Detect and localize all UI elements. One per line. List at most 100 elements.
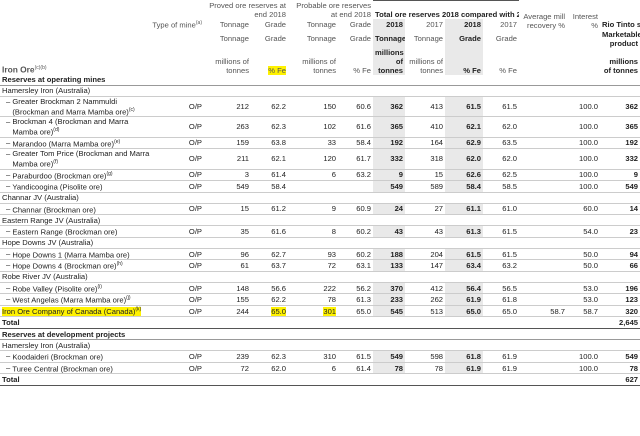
cell-share: 332 <box>600 148 640 170</box>
cell-bg: 58.4 <box>338 137 374 150</box>
cell-type: O/P <box>150 203 204 216</box>
header-recovery: Average mill recovery % <box>523 11 566 30</box>
cell-rec: 58.7 <box>519 305 568 318</box>
cell-pg: 62.7 <box>251 248 289 261</box>
group-name: Hope Downs JV (Australia) <box>0 237 640 249</box>
cell-t18: 192 <box>373 137 406 150</box>
mine-name: – Hope Downs 1 (Marra Mamba ore) <box>0 248 150 261</box>
cell-type: O/P <box>150 96 204 118</box>
cell-t18: 78 <box>373 362 406 375</box>
header-grade-label: Grade <box>264 34 287 43</box>
section-title: Reserves at operating mines <box>0 74 640 86</box>
cell-g17: 61.9 <box>483 350 520 363</box>
group-row: Eastern Range JV (Australia) <box>0 214 640 227</box>
cell-g18: 65.0 <box>445 305 484 318</box>
cell-pg: 62.2 <box>251 293 289 306</box>
table-row: – Eastern Range (Brockman ore) O/P 35 61.6 8… <box>0 225 640 238</box>
table-row: – Greater Brockman 2 Nammuldi (Brockman … <box>0 96 640 118</box>
cell-g17: 58.5 <box>483 180 520 193</box>
header-probable-grade: Grade <box>349 19 372 29</box>
cell-rec <box>519 137 568 150</box>
group-row: Channar JV (Australia) <box>0 192 640 204</box>
table-row: – Hope Downs 4 (Brockman ore)(h) O/P 61 63.… <box>0 259 640 272</box>
cell-rec <box>519 350 568 363</box>
cell-pg: 62.3 <box>251 116 289 138</box>
iron-ore-title: Iron Ore(c)(b) <box>2 64 47 75</box>
cell-int: 100.0 <box>567 362 601 375</box>
cell-t17: 27 <box>405 203 446 216</box>
cell-pt: 212 <box>204 96 251 118</box>
cell-pg: 62.0 <box>251 362 289 375</box>
cell-bg: 63.1 <box>338 259 374 272</box>
cell-type: O/P <box>150 137 204 150</box>
cell-share: 196 <box>600 282 640 295</box>
cell-type: O/P <box>150 148 204 170</box>
table-row: – Channar (Brockman ore) O/P 15 61.2 9 60.9 24… <box>0 203 640 216</box>
cell-rec <box>519 116 568 138</box>
cell-bt: 9 <box>288 203 339 216</box>
cell-int: 100.0 <box>567 116 601 138</box>
group-name: Channar JV (Australia) <box>0 192 640 204</box>
cell-t17: 410 <box>405 116 446 138</box>
total-value: 2,645 <box>600 316 640 330</box>
mine-name: Iron Ore Company of Canada (Canada)(k) <box>0 305 150 318</box>
cell-g17: 61.0 <box>483 203 520 216</box>
group-row: Hope Downs JV (Australia) <box>0 237 640 249</box>
cell-g18: 61.5 <box>445 248 484 261</box>
mine-name: – Paraburdoo (Brockman ore)(g) <box>0 169 150 182</box>
cell-t17: 262 <box>405 293 446 306</box>
section-header: Reserves at development projects <box>0 328 640 341</box>
cell-pg: 62.1 <box>251 148 289 170</box>
mine-name: – Greater Tom Price (Brockman and Marra … <box>0 148 150 170</box>
cell-type: O/P <box>150 259 204 272</box>
total-row: Total 2,645 <box>0 316 640 330</box>
header-share: Rio Tinto share <box>602 19 640 29</box>
cell-pt: 159 <box>204 137 251 150</box>
cell-bg: 61.6 <box>338 116 374 138</box>
cell-t17: 589 <box>405 180 446 193</box>
cell-pt: 148 <box>204 282 251 295</box>
cell-bg: 60.9 <box>338 203 374 216</box>
cell-bg: 65.0 <box>338 305 374 318</box>
mine-name: – Channar (Brockman ore) <box>0 203 150 216</box>
cell-pt: 3 <box>204 169 251 182</box>
cell-g17: 61.9 <box>483 362 520 375</box>
cell-g17: 62.0 <box>483 116 520 138</box>
cell-g18: 63.4 <box>445 259 484 272</box>
cell-type: O/P <box>150 248 204 261</box>
group-name: Eastern Range JV (Australia) <box>0 214 640 227</box>
cell-g17: 61.8 <box>483 293 520 306</box>
cell-pt: 35 <box>204 225 251 238</box>
cell-int: 100.0 <box>567 169 601 182</box>
cell-t18: 43 <box>373 225 406 238</box>
mine-name: – Hope Downs 4 (Brockman ore)(h) <box>0 259 150 272</box>
cell-t18: 332 <box>373 148 406 170</box>
cell-pt: 72 <box>204 362 251 375</box>
cell-pg: 61.4 <box>251 169 289 182</box>
section-title: Reserves at development projects <box>0 328 640 341</box>
header-row-groups: Type of mine(a) Proved ore reserves at e… <box>0 0 640 30</box>
cell-share: 78 <box>600 362 640 375</box>
cell-share: 94 <box>600 248 640 261</box>
mine-name: – Eastern Range (Brockman ore) <box>0 225 150 238</box>
cell-share: 365 <box>600 116 640 138</box>
mine-name: – Turee Central (Brockman ore) <box>0 362 150 375</box>
cell-pg: 63.8 <box>251 137 289 150</box>
cell-t17: 15 <box>405 169 446 182</box>
cell-t17: 43 <box>405 225 446 238</box>
cell-pt: 155 <box>204 293 251 306</box>
cell-pg: 62.3 <box>251 350 289 363</box>
ore-reserves-table: Type of mine(a) Proved ore reserves at e… <box>0 0 640 387</box>
cell-bt: 310 <box>288 350 339 363</box>
cell-t17: 164 <box>405 137 446 150</box>
cell-bg: 61.7 <box>338 148 374 170</box>
header-total-2018-grade: 2018 <box>445 18 484 30</box>
cell-int: 50.0 <box>567 248 601 261</box>
cell-int: 60.0 <box>567 203 601 216</box>
cell-share: 320 <box>600 305 640 318</box>
mine-name: – Yandicoogina (Pisolite ore) <box>0 180 150 193</box>
cell-t18: 549 <box>373 180 406 193</box>
cell-t18: 549 <box>373 350 406 363</box>
table-row: – Koodaideri (Brockman ore) O/P 239 62.3 310… <box>0 350 640 363</box>
